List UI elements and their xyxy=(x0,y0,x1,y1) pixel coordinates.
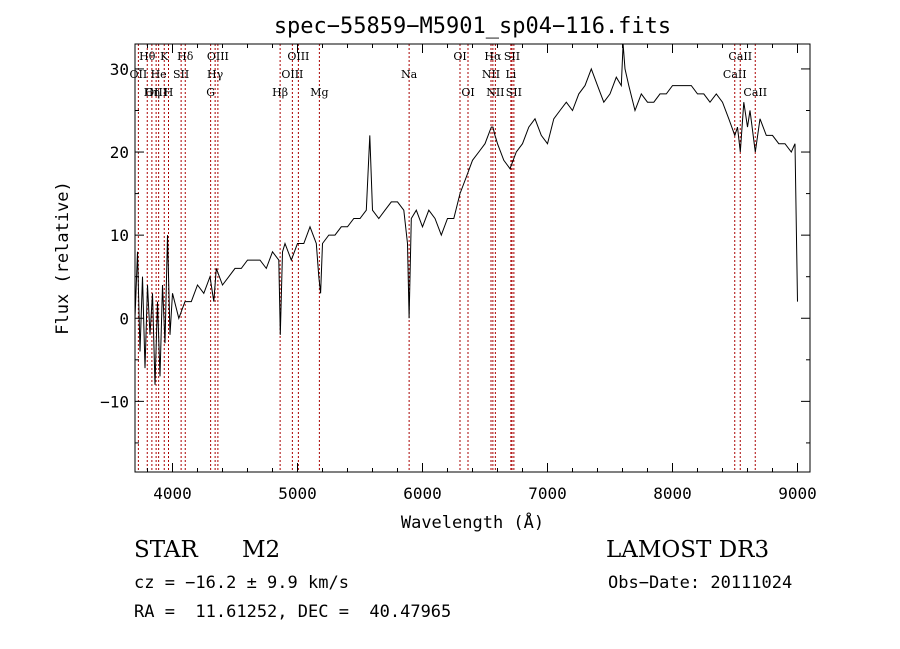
spectral-line-label: Mg xyxy=(310,86,328,99)
spectral-line-label: SII xyxy=(173,68,189,81)
y-tick-label: −10 xyxy=(100,392,129,411)
redshift-velocity: cz = −16.2 ± 9.9 km/s xyxy=(134,573,349,593)
flux-series-line xyxy=(134,43,798,385)
x-axis-label: Wavelength (Å) xyxy=(401,511,544,533)
spectral-line-label: CaII xyxy=(743,86,767,99)
object-subclass: M2 xyxy=(242,537,281,563)
y-axis-label: Flux (relative) xyxy=(53,181,73,335)
x-tick-label: 9000 xyxy=(778,484,817,503)
spectral-line-label: OIII xyxy=(287,50,309,63)
x-tick-label: 6000 xyxy=(403,484,442,503)
spectral-line-label: CaII xyxy=(728,50,752,63)
x-tick-label: 7000 xyxy=(528,484,567,503)
x-tick-label: 4000 xyxy=(153,484,192,503)
x-tick-label: 5000 xyxy=(278,484,317,503)
survey-name: LAMOST DR3 xyxy=(606,537,770,563)
spectral-line-label: SII xyxy=(504,50,520,63)
spectral-line-label: He xyxy=(151,68,167,81)
spectral-line-label: SII xyxy=(506,86,522,99)
spectral-line-label: H xyxy=(164,86,174,99)
spectral-line-label: NII xyxy=(486,86,504,99)
plot-frame xyxy=(134,43,811,473)
spectral-line-label: Hδ xyxy=(177,50,194,63)
spectral-line-label: G xyxy=(206,86,215,99)
spectral-line-label: NII xyxy=(482,68,500,81)
spectral-line-label: OI xyxy=(453,50,466,63)
spectral-line-label: Hβ xyxy=(272,86,288,99)
spectral-line-label: Hη xyxy=(144,86,160,99)
spectral-line-label: CaII xyxy=(723,68,747,81)
coordinates: RA = 11.61252, DEC = 40.47965 xyxy=(134,602,452,622)
spectral-line-label: Li xyxy=(505,68,516,81)
spectral-line-label: Hγ xyxy=(207,68,224,81)
spectral-line-label: Na xyxy=(401,68,418,81)
spectral-line-label: Hθ xyxy=(139,50,156,63)
spectral-line-label: Hα xyxy=(484,50,502,63)
y-tick-label: 30 xyxy=(110,60,129,79)
y-tick-label: 10 xyxy=(110,226,129,245)
object-class: STAR xyxy=(134,537,198,563)
spectral-line-label: OII xyxy=(130,68,148,81)
chart-title: spec−55859−M5901_sp04−116.fits xyxy=(274,14,671,39)
y-tick-label: 0 xyxy=(119,309,129,328)
spectral-line-label: OIII xyxy=(207,50,229,63)
y-tick-label: 20 xyxy=(110,143,129,162)
spectral-line-label: OIII xyxy=(145,86,167,99)
observation-date: Obs−Date: 20111024 xyxy=(608,573,793,593)
spectral-line-label: OIII xyxy=(281,68,303,81)
spectral-line-label: K xyxy=(160,50,169,63)
spectral-line-label: OI xyxy=(461,86,474,99)
x-tick-label: 8000 xyxy=(653,484,692,503)
